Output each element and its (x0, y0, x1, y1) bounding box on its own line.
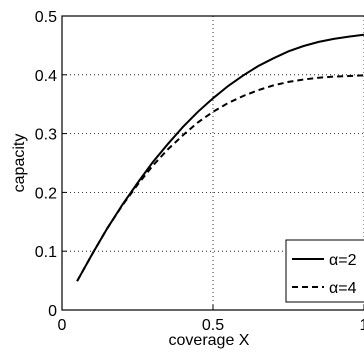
legend-box (285, 239, 364, 303)
x-axis-label: coverage X (169, 332, 250, 349)
plot-frame (61, 15, 364, 311)
x-tick-label: 0.5 (202, 317, 224, 334)
y-tick-label: 0.2 (35, 185, 57, 202)
legend-label-alpha-2: α=2 (329, 252, 357, 269)
y-tick-label: 0.3 (35, 127, 57, 144)
x-tick-label: 0 (58, 317, 67, 334)
legend-label-alpha-4: α=4 (329, 280, 357, 297)
series-lines (76, 33, 364, 282)
y-tick-label: 0 (48, 303, 57, 320)
axis-ticks: 0 0.1 0.2 0.3 0.4 0.5 0 0.5 1 (35, 9, 364, 334)
legend: α=2 α=4 (285, 239, 364, 303)
x-tick-label: 1 (360, 317, 364, 334)
y-tick-label: 0.4 (35, 68, 57, 85)
y-tick-label: 0.1 (35, 244, 57, 261)
grid (62, 16, 364, 310)
series-line-alpha-4 (76, 74, 364, 282)
y-tick-label: 0.5 (35, 9, 57, 26)
y-axis-label: capacity (11, 134, 28, 193)
